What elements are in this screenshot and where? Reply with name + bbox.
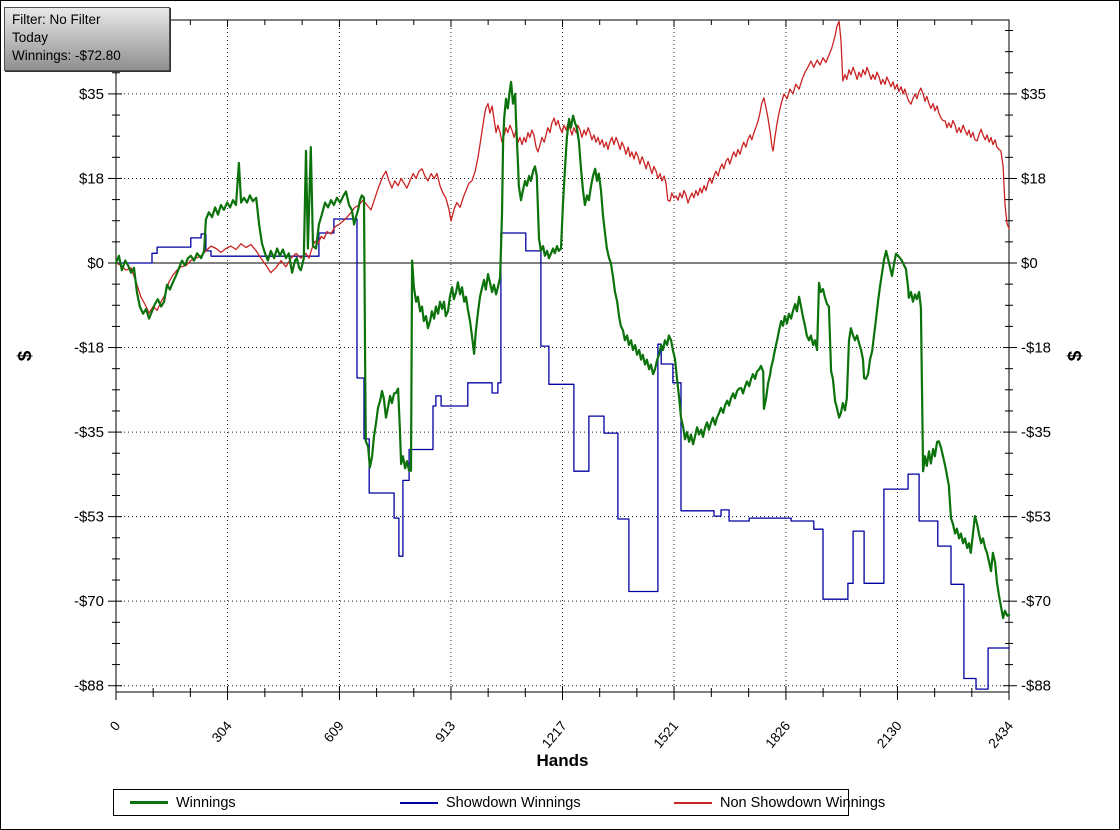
x-tick-label: 2130 [874,718,905,751]
x-tick-label: 609 [321,718,347,745]
x-tick-label: 304 [209,718,235,745]
y-tick-label-right: -$53 [1021,509,1051,526]
y-tick-label-left: $35 [79,86,104,103]
y-tick-label-left: -$18 [74,340,104,357]
y-tick-label-right: -$88 [1021,678,1051,695]
y-tick-label-right: -$18 [1021,340,1051,357]
x-axis-title: Hands [537,751,589,770]
x-tick-label: 913 [432,718,458,745]
x-tick-label: 1217 [539,718,570,751]
y-tick-label-left: $18 [79,170,104,187]
y-tick-label-left: -$70 [74,593,104,610]
y-axis-title-left: $ [15,350,36,361]
y-axis-title-right: $ [1065,350,1086,361]
legend-label-winnings: Winnings [176,794,236,811]
filter-tooltip: Filter: No Filter Today Winnings: -$72.8… [4,7,170,71]
winnings-series-line [114,80,1011,620]
y-tick-label-left: -$35 [74,424,104,441]
non-showdown-winnings-series-line [115,20,1010,314]
y-tick-label-right: $18 [1021,170,1046,187]
legend-item-non-showdown-winnings: Non Showdown Winnings [674,790,885,815]
y-tick-label-right: -$35 [1021,424,1051,441]
y-tick-label-left: $0 [87,255,104,272]
x-tick-label: 2434 [985,718,1016,751]
y-tick-label-right: $0 [1021,255,1038,272]
legend-item-winnings: Winnings [130,790,236,815]
tooltip-filter-line: Filter: No Filter [12,12,101,27]
x-tick-label: 1826 [762,718,793,751]
showdown-winnings-series-line [115,218,1010,690]
x-tick-label: 0 [107,718,123,733]
y-tick-label-left: -$53 [74,509,104,526]
tooltip-winnings-line: Winnings: -$72.80 [12,48,121,63]
legend-item-showdown-winnings: Showdown Winnings [400,790,581,815]
legend-label-showdown-winnings: Showdown Winnings [446,794,581,811]
tooltip-period-line: Today [12,30,49,45]
x-tick-label: 1521 [651,718,682,751]
y-tick-label-right: $35 [1021,86,1046,103]
y-tick-label-right: -$70 [1021,593,1051,610]
legend-label-non-showdown-winnings: Non Showdown Winnings [720,794,886,811]
plot-frame [115,19,1010,693]
showdown-winnings-line-swatch [400,801,438,804]
non-showdown-winnings-line-swatch [674,801,712,804]
legend: Winnings Showdown Winnings Non Showdown … [113,789,885,816]
y-tick-label-left: -$88 [74,678,104,695]
winnings-line-swatch [130,801,168,804]
